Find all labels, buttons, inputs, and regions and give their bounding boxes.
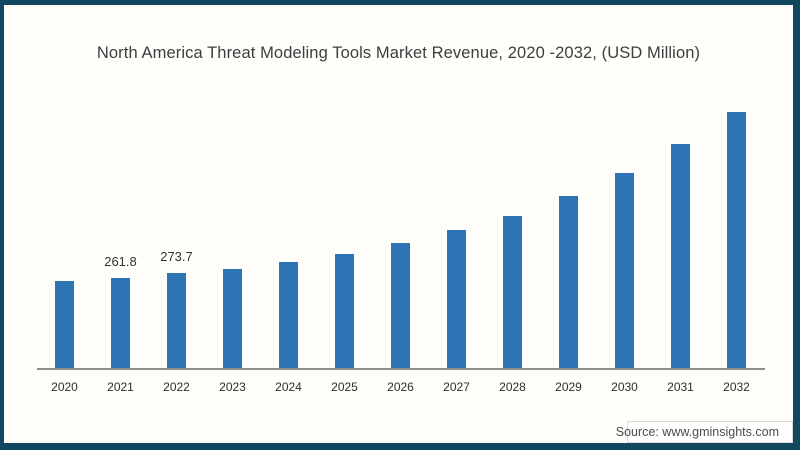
bar-2023 xyxy=(223,269,242,369)
x-axis-label-2025: 2025 xyxy=(331,380,358,394)
x-axis-label-2021: 2021 xyxy=(107,380,134,394)
x-axis-label-2020: 2020 xyxy=(51,380,78,394)
plot-area: 261.8 273.7 xyxy=(37,69,765,369)
source-label: Source: www.gminsights.com xyxy=(615,425,779,439)
bar-2021 xyxy=(111,278,130,369)
x-axis-label-2023: 2023 xyxy=(219,380,246,394)
bar-2025 xyxy=(335,254,354,369)
x-axis-line xyxy=(37,368,765,370)
x-axis-label-2029: 2029 xyxy=(555,380,582,394)
x-axis-label-2027: 2027 xyxy=(443,380,470,394)
bar-2031 xyxy=(671,144,690,369)
x-axis-label-2031: 2031 xyxy=(667,380,694,394)
bar-value-label-2021: 261.8 xyxy=(104,254,137,269)
bar-2032 xyxy=(727,112,746,369)
x-axis-label-2022: 2022 xyxy=(163,380,190,394)
x-axis-label-2030: 2030 xyxy=(611,380,638,394)
bar-2024 xyxy=(279,262,298,369)
bar-value-label-2022: 273.7 xyxy=(160,249,193,264)
bar-2022 xyxy=(167,273,186,369)
bar-2026 xyxy=(391,243,410,369)
source-box: Source: www.gminsights.com xyxy=(616,421,793,443)
bar-2029 xyxy=(559,196,578,369)
chart-canvas: North America Threat Modeling Tools Mark… xyxy=(4,5,793,443)
chart-title: North America Threat Modeling Tools Mark… xyxy=(96,44,701,62)
x-axis-label-2026: 2026 xyxy=(387,380,414,394)
bar-2027 xyxy=(447,230,466,369)
x-axis-label-2024: 2024 xyxy=(275,380,302,394)
x-axis-label-2032: 2032 xyxy=(723,380,750,394)
bar-2020 xyxy=(55,281,74,369)
bar-2030 xyxy=(615,173,634,369)
x-axis-label-2028: 2028 xyxy=(499,380,526,394)
bar-2028 xyxy=(503,216,522,369)
